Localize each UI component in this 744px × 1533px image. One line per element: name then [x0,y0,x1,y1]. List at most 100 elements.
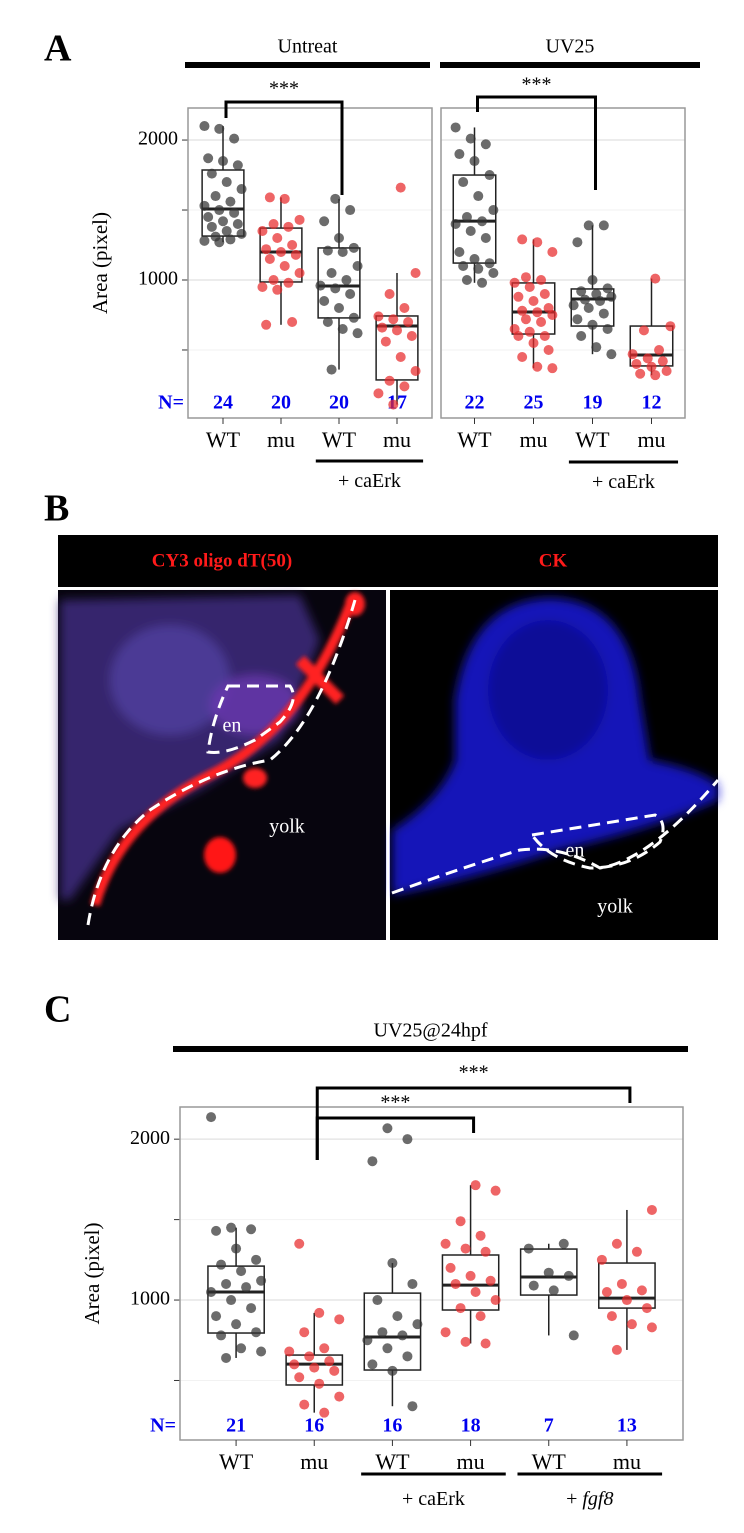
n-value: 20 [271,392,291,414]
data-point [199,235,210,246]
data-point [283,277,294,288]
data-point [314,1378,325,1389]
data-point [631,358,642,369]
micrograph-label: en [566,840,585,862]
data-point [276,247,286,258]
box [598,1262,656,1309]
data-point [304,1351,315,1362]
data-point [348,242,359,253]
data-point [611,1344,622,1355]
data-point [638,325,649,336]
data-point [460,1243,471,1254]
data-point [517,351,528,362]
plot-border [440,107,686,419]
data-point [626,1319,637,1330]
data-point [568,1330,579,1341]
box [207,1265,265,1334]
data-point [272,233,283,244]
data-point [257,282,268,293]
data-point [595,295,606,306]
data-point [232,219,243,230]
data-point [450,122,461,133]
data-point [455,1303,466,1314]
data-point [290,249,301,260]
n-value: 13 [617,1415,637,1437]
data-point [319,1343,330,1354]
data-point [372,1295,383,1306]
data-point [517,234,528,245]
panel-letter: A [44,28,72,70]
data-point [382,1123,393,1134]
data-point [392,325,402,336]
data-point [199,121,210,132]
data-point [403,316,414,327]
data-point [661,365,672,376]
data-point [256,1346,267,1357]
facet-title: UV25@24hpf [374,1020,488,1042]
data-point [229,133,240,144]
data-point [450,1278,461,1289]
data-point [520,272,531,283]
data-point [206,1112,217,1123]
box [285,1354,344,1386]
y-tick-label: 1000 [130,1288,170,1310]
x-tick-label: WT [375,1449,410,1474]
data-point [484,170,495,181]
data-point [440,1327,451,1338]
data-point [480,1338,491,1349]
data-point [264,192,275,203]
data-point [509,277,520,288]
data-point [646,1322,657,1333]
data-point [469,254,480,265]
data-point [657,356,668,367]
n-value: 16 [382,1415,402,1437]
data-point [334,1391,345,1402]
data-point [547,247,558,258]
data-point [236,184,247,195]
data-point [450,219,461,230]
data-point [352,261,363,272]
n-value: 16 [304,1415,324,1437]
data-point [225,196,236,207]
data-point [334,302,344,313]
data-point [402,1351,413,1362]
data-point [373,311,384,322]
panel-letter: B [44,488,69,530]
data-point [216,1330,227,1341]
data-point [532,307,543,318]
data-point [382,1343,393,1354]
data-point [246,1224,257,1235]
data-point [579,294,590,305]
data-point [221,1278,232,1289]
data-point [454,247,465,258]
data-point [461,212,472,223]
data-point [388,399,399,410]
data-point [445,1262,456,1273]
data-point [458,177,469,188]
data-point [322,316,333,327]
data-point [568,300,579,311]
x-tick-label: WT [532,1449,567,1474]
data-point [654,344,665,355]
data-point [315,280,326,291]
group-label-part: + caErk [592,471,655,493]
data-point [469,156,480,167]
data-point [523,1243,534,1254]
data-point [218,216,228,227]
data-point [470,1180,481,1191]
data-point [221,1352,232,1363]
data-point [587,319,598,330]
data-point [231,1319,242,1330]
data-point [218,156,228,167]
data-point [407,1401,418,1412]
box [259,227,303,283]
data-point [299,1327,310,1338]
x-tick-label: mu [383,427,411,452]
n-label: N= [158,392,184,414]
box [441,1254,500,1311]
data-point [203,153,214,164]
data-point [563,1270,574,1281]
data-point [348,312,359,323]
data-point [488,268,499,279]
data-point [211,1311,222,1322]
